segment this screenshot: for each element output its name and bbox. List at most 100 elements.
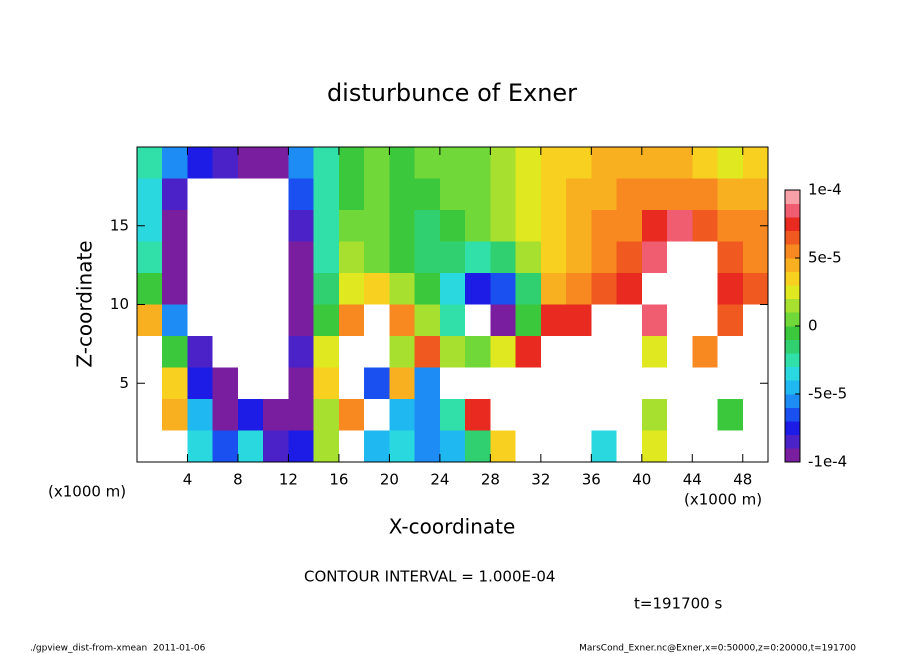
- heat-cell: [313, 367, 340, 400]
- heat-cell: [616, 178, 643, 211]
- heat-cell: [591, 367, 618, 400]
- heat-cell: [338, 367, 365, 400]
- heat-cell: [692, 304, 719, 337]
- heat-cell: [414, 178, 441, 211]
- heat-cell: [667, 241, 693, 274]
- heat-cell: [641, 147, 668, 179]
- heat-cell: [187, 273, 214, 305]
- heat-cell: [515, 273, 542, 305]
- heat-cell: [338, 241, 365, 274]
- x-tick-label: 36: [582, 471, 601, 489]
- heat-cell: [667, 178, 693, 211]
- colorbar-band: [785, 407, 800, 422]
- heat-cell: [364, 304, 390, 337]
- heat-cell: [515, 336, 542, 368]
- heat-cell: [692, 430, 719, 463]
- heat-cell: [364, 399, 390, 431]
- heat-cell: [616, 210, 643, 242]
- heat-cell: [717, 430, 744, 463]
- heat-cell: [389, 273, 416, 305]
- heat-cell: [667, 273, 693, 305]
- heat-cell: [465, 367, 491, 400]
- time-label: t=191700 s: [634, 595, 722, 613]
- heat-cell: [187, 430, 214, 463]
- heat-cell: [742, 178, 769, 211]
- heat-cell: [162, 210, 188, 242]
- heat-cell: [288, 430, 315, 463]
- heat-cell: [263, 178, 289, 211]
- heat-cell: [414, 336, 441, 368]
- heat-cell: [717, 304, 744, 337]
- heat-cell: [389, 178, 416, 211]
- heat-cell: [263, 210, 289, 242]
- heat-cell: [717, 273, 744, 305]
- heat-cell: [187, 304, 214, 337]
- heat-cell: [237, 273, 264, 305]
- heat-cell: [439, 367, 466, 400]
- heat-cell: [742, 399, 769, 431]
- heat-cell: [162, 178, 188, 211]
- heat-cell: [439, 336, 466, 368]
- heat-cell: [439, 210, 466, 242]
- heat-cell: [237, 210, 264, 242]
- heat-cell: [313, 399, 340, 431]
- contour-interval: CONTOUR INTERVAL = 1.000E-04: [304, 568, 555, 586]
- heat-cell: [313, 430, 340, 463]
- heat-cell: [591, 210, 618, 242]
- heat-cell: [566, 178, 592, 211]
- heat-cell: [364, 367, 390, 400]
- heat-cell: [187, 367, 214, 400]
- heat-cell: [389, 241, 416, 274]
- heat-cell: [137, 178, 163, 211]
- colorbar-band: [785, 434, 800, 449]
- heat-cell: [187, 147, 214, 179]
- heat-cell: [641, 367, 668, 400]
- heat-cell: [263, 241, 289, 274]
- heat-cell: [187, 178, 214, 211]
- x-tick-label: 4: [183, 471, 193, 489]
- heat-cell: [212, 147, 239, 179]
- heat-cell: [137, 304, 163, 337]
- heat-cell: [137, 336, 163, 368]
- heat-cell: [490, 147, 517, 179]
- heat-cell: [313, 147, 340, 179]
- heat-cell: [616, 147, 643, 179]
- heat-cell: [439, 399, 466, 431]
- heat-cell: [162, 147, 188, 179]
- heat-cell: [364, 273, 390, 305]
- heat-cell: [212, 210, 239, 242]
- colorbar-band: [785, 203, 800, 218]
- heat-cell: [212, 273, 239, 305]
- heat-cell: [566, 273, 592, 305]
- colorbar-band: [785, 285, 800, 300]
- heat-cell: [641, 178, 668, 211]
- heat-cell: [717, 178, 744, 211]
- x-tick-label: 20: [380, 471, 399, 489]
- colorbar-band: [785, 421, 800, 436]
- heat-cell: [187, 399, 214, 431]
- heat-cell: [313, 210, 340, 242]
- heat-cell: [515, 210, 542, 242]
- colorbar-band: [785, 271, 800, 286]
- heat-cell: [641, 210, 668, 242]
- colorbar-tick-label: 5e-5: [808, 249, 842, 267]
- heat-cell: [212, 241, 239, 274]
- x-tick-label: 44: [683, 471, 702, 489]
- heat-cell: [465, 178, 491, 211]
- heat-cell: [667, 147, 693, 179]
- heat-cell: [288, 241, 315, 274]
- heat-cell: [667, 304, 693, 337]
- heat-cell: [162, 241, 188, 274]
- heat-cell: [490, 336, 517, 368]
- y-unit: (x1000 m): [48, 483, 126, 501]
- heat-cell: [465, 147, 491, 179]
- colorbar-band: [785, 353, 800, 368]
- heat-cell: [515, 367, 542, 400]
- heat-cell: [364, 147, 390, 179]
- heat-cell: [389, 367, 416, 400]
- heat-cell: [515, 147, 542, 179]
- heat-cell: [187, 241, 214, 274]
- heat-cell: [237, 399, 264, 431]
- x-tick-label: 16: [329, 471, 348, 489]
- heat-cell: [187, 210, 214, 242]
